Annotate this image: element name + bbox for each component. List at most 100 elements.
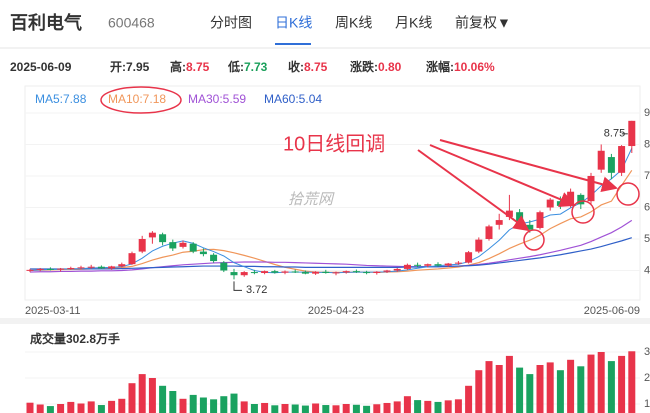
- volume-bar: [516, 367, 524, 413]
- candle-body: [291, 271, 299, 273]
- price-chart: 4 5 6 7 8 9 MA5:7.88 MA10:7.18 MA30:5.59 MA60:5.0…: [25, 92, 650, 317]
- volume-bar: [57, 404, 65, 413]
- candle-body: [301, 272, 309, 274]
- tab[interactable]: 前复权▼: [455, 15, 511, 31]
- volume-bar: [36, 404, 44, 413]
- candle-body: [312, 271, 320, 274]
- watermark: 拾荒网: [288, 191, 335, 208]
- candle-body: [36, 268, 44, 270]
- volume-bar: [281, 404, 289, 413]
- volume-bar: [26, 402, 34, 413]
- volume-bar: [424, 400, 432, 413]
- volume-bar: [403, 396, 411, 413]
- volume-bar: [587, 354, 595, 413]
- volume-bar: [210, 399, 218, 413]
- tab[interactable]: 月K线: [395, 15, 432, 31]
- info-item: 涨跌:0.80: [350, 59, 402, 74]
- volume-bar: [199, 397, 207, 413]
- info-value: 8.75: [186, 60, 210, 74]
- volume-bar: [118, 398, 126, 413]
- volume-bar: [373, 404, 381, 413]
- stock-name: 百利电气: [10, 12, 82, 33]
- volume-bar: [87, 401, 95, 413]
- info-value: 0.80: [378, 60, 402, 74]
- candle-body: [128, 253, 136, 265]
- arrow: [429, 144, 576, 207]
- info-item: 收:8.75: [288, 59, 328, 74]
- volume-bar: [556, 370, 564, 413]
- low-pointer: [233, 281, 242, 291]
- info-item: 低:7.73: [227, 59, 268, 74]
- tab[interactable]: 日K线: [275, 15, 312, 31]
- y-tick-label: 5: [644, 233, 650, 245]
- volume-bar: [128, 383, 136, 413]
- volume-bar: [240, 401, 248, 413]
- legend-item: MA10:7.18: [108, 92, 166, 106]
- tab[interactable]: 周K线: [335, 15, 372, 31]
- volume-bar: [261, 402, 269, 413]
- high-label: 8.75: [604, 128, 625, 140]
- info-value: 7.95: [126, 60, 150, 74]
- candle-body: [577, 194, 585, 205]
- volume-bar: [352, 404, 360, 413]
- candle-body: [57, 268, 65, 270]
- candle-body: [189, 243, 197, 252]
- candle-body: [271, 271, 279, 273]
- arrow: [439, 139, 618, 193]
- volume-bar: [383, 402, 391, 413]
- candle-body: [46, 268, 54, 270]
- info-value: 7.73: [244, 60, 268, 74]
- candle-body: [210, 254, 218, 262]
- candle-body: [485, 226, 493, 239]
- highlight-circle: [523, 229, 545, 251]
- volume-bar: [454, 399, 462, 413]
- info-item: 开:7.95: [110, 60, 150, 74]
- candle-body: [546, 199, 554, 208]
- candle-body: [118, 264, 126, 267]
- candle-body: [414, 264, 422, 266]
- x-tick-label: 2025-03-11: [25, 305, 80, 317]
- tab[interactable]: 分时图: [210, 15, 252, 31]
- x-tick-label: 2025-06-09: [584, 305, 640, 317]
- candle-body: [403, 264, 411, 269]
- stock-code: 600468: [108, 15, 155, 31]
- volume-bar: [414, 400, 422, 413]
- panel-gap: [0, 318, 650, 324]
- volume-bar: [485, 361, 493, 413]
- y-tick-label: 9: [644, 107, 650, 119]
- volume-bar: [567, 359, 575, 413]
- low-label: 3.72: [246, 284, 267, 296]
- volume-bar: [526, 374, 534, 413]
- candle-body: [87, 266, 95, 268]
- volume-bar: [618, 355, 626, 413]
- highlight-circle: [571, 200, 595, 224]
- candle-body: [424, 264, 432, 266]
- arrow: [417, 149, 530, 232]
- annotation: 10日线回调: [283, 132, 385, 155]
- info-label: 收:: [288, 59, 304, 74]
- volume-bar: [301, 405, 309, 413]
- candle-body: [220, 262, 228, 271]
- volume-bar: [475, 370, 483, 413]
- highlight-circle: [100, 86, 182, 114]
- volume-bar: [332, 405, 340, 413]
- volume-bar: [444, 400, 452, 413]
- candle-body: [169, 242, 177, 249]
- volume-bar: [291, 404, 299, 413]
- y-tick-label: 1: [644, 398, 650, 410]
- volume-bar: [189, 394, 197, 413]
- volume-bar: [312, 403, 320, 413]
- candle-body: [332, 272, 340, 274]
- y-tick-label: 2: [644, 372, 650, 384]
- info-label: 开:: [110, 60, 126, 74]
- y-tick-label: 8: [644, 138, 650, 150]
- candle-body: [454, 262, 462, 264]
- info-item: 涨幅:10.06%: [426, 59, 495, 74]
- candle-body: [373, 271, 381, 274]
- candle-body: [67, 267, 75, 269]
- y-tick-label: 7: [644, 170, 650, 182]
- info-row: 开:7.95 高:8.75 低:7.73 收:8.75 涨跌:0.80 涨幅:10.06%: [110, 59, 495, 74]
- tabs: 分时图 日K线 周K线 月K线 前复权▼: [210, 15, 511, 45]
- legend-item: MA5:7.88: [35, 92, 87, 106]
